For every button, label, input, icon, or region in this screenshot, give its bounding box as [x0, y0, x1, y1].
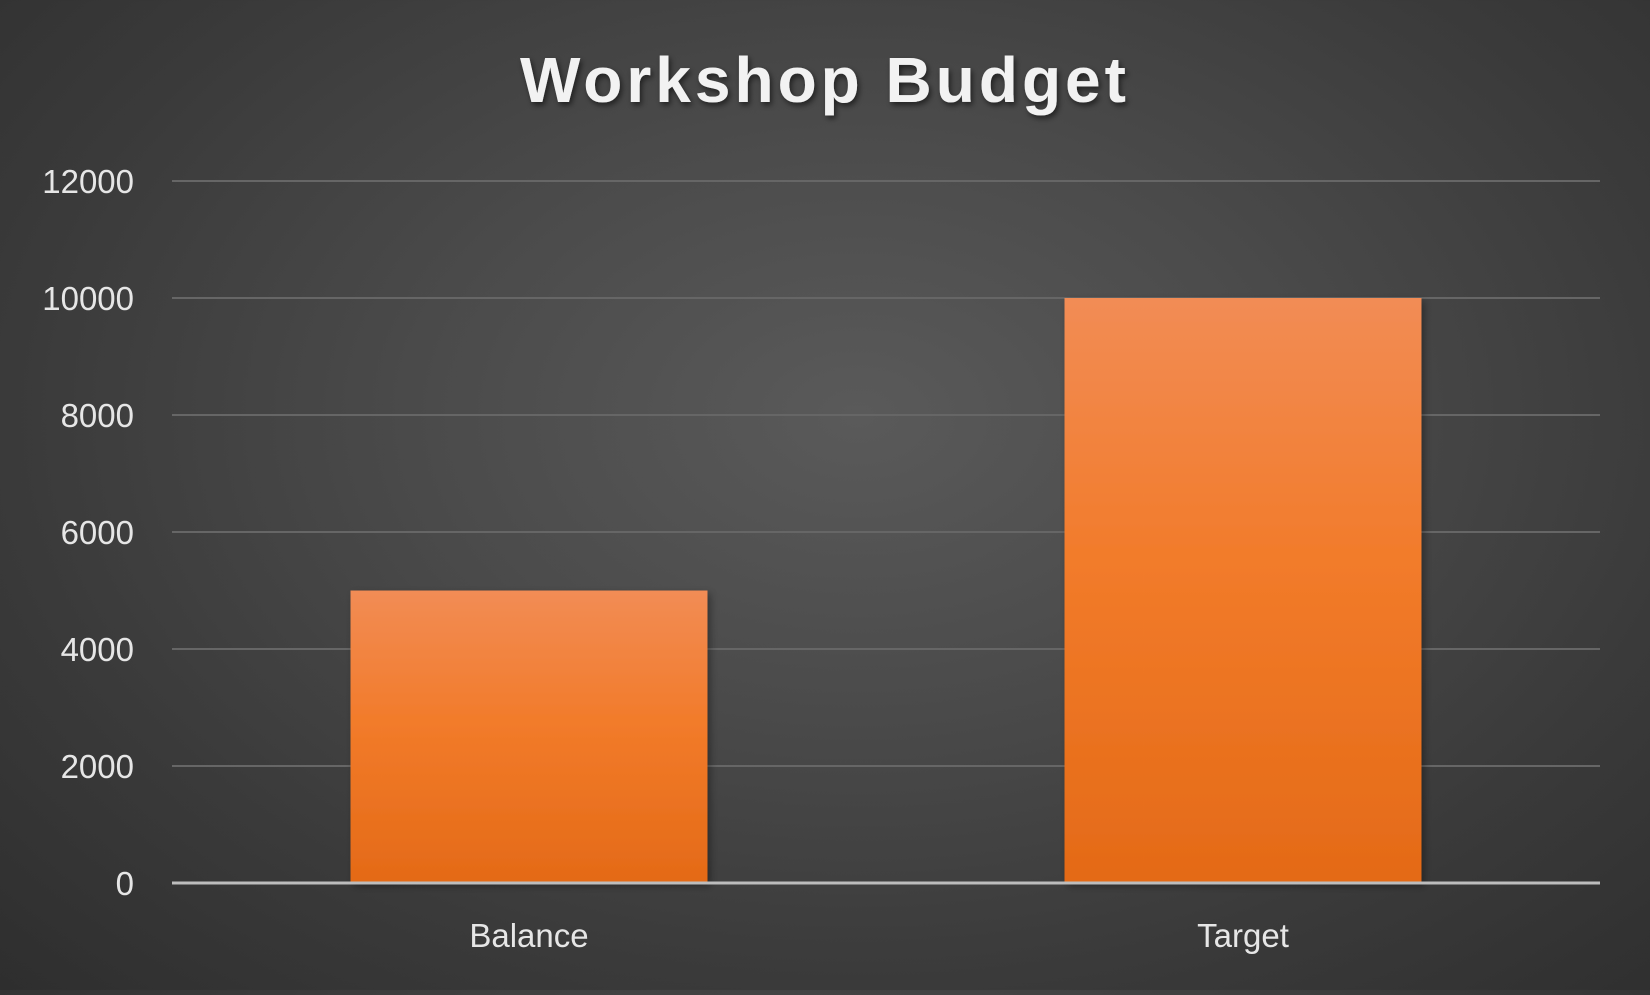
y-tick-label: 10000 — [42, 280, 134, 317]
bar-balance — [350, 590, 708, 883]
y-tick-label: 2000 — [61, 748, 134, 785]
y-tick-label: 0 — [116, 865, 134, 902]
x-category-label: Target — [1197, 917, 1289, 954]
y-axis-ticks: 0 2000 4000 6000 8000 10000 12000 — [42, 163, 134, 902]
chart-title: Workshop Budget — [520, 44, 1130, 116]
y-tick-label: 8000 — [61, 397, 134, 434]
x-category-label: Balance — [469, 917, 588, 954]
bar-target — [1064, 298, 1422, 883]
y-tick-label: 6000 — [61, 514, 134, 551]
y-tick-label: 12000 — [42, 163, 134, 200]
y-tick-label: 4000 — [61, 631, 134, 668]
bars — [350, 298, 1422, 883]
x-axis-labels: Balance Target — [469, 917, 1288, 954]
